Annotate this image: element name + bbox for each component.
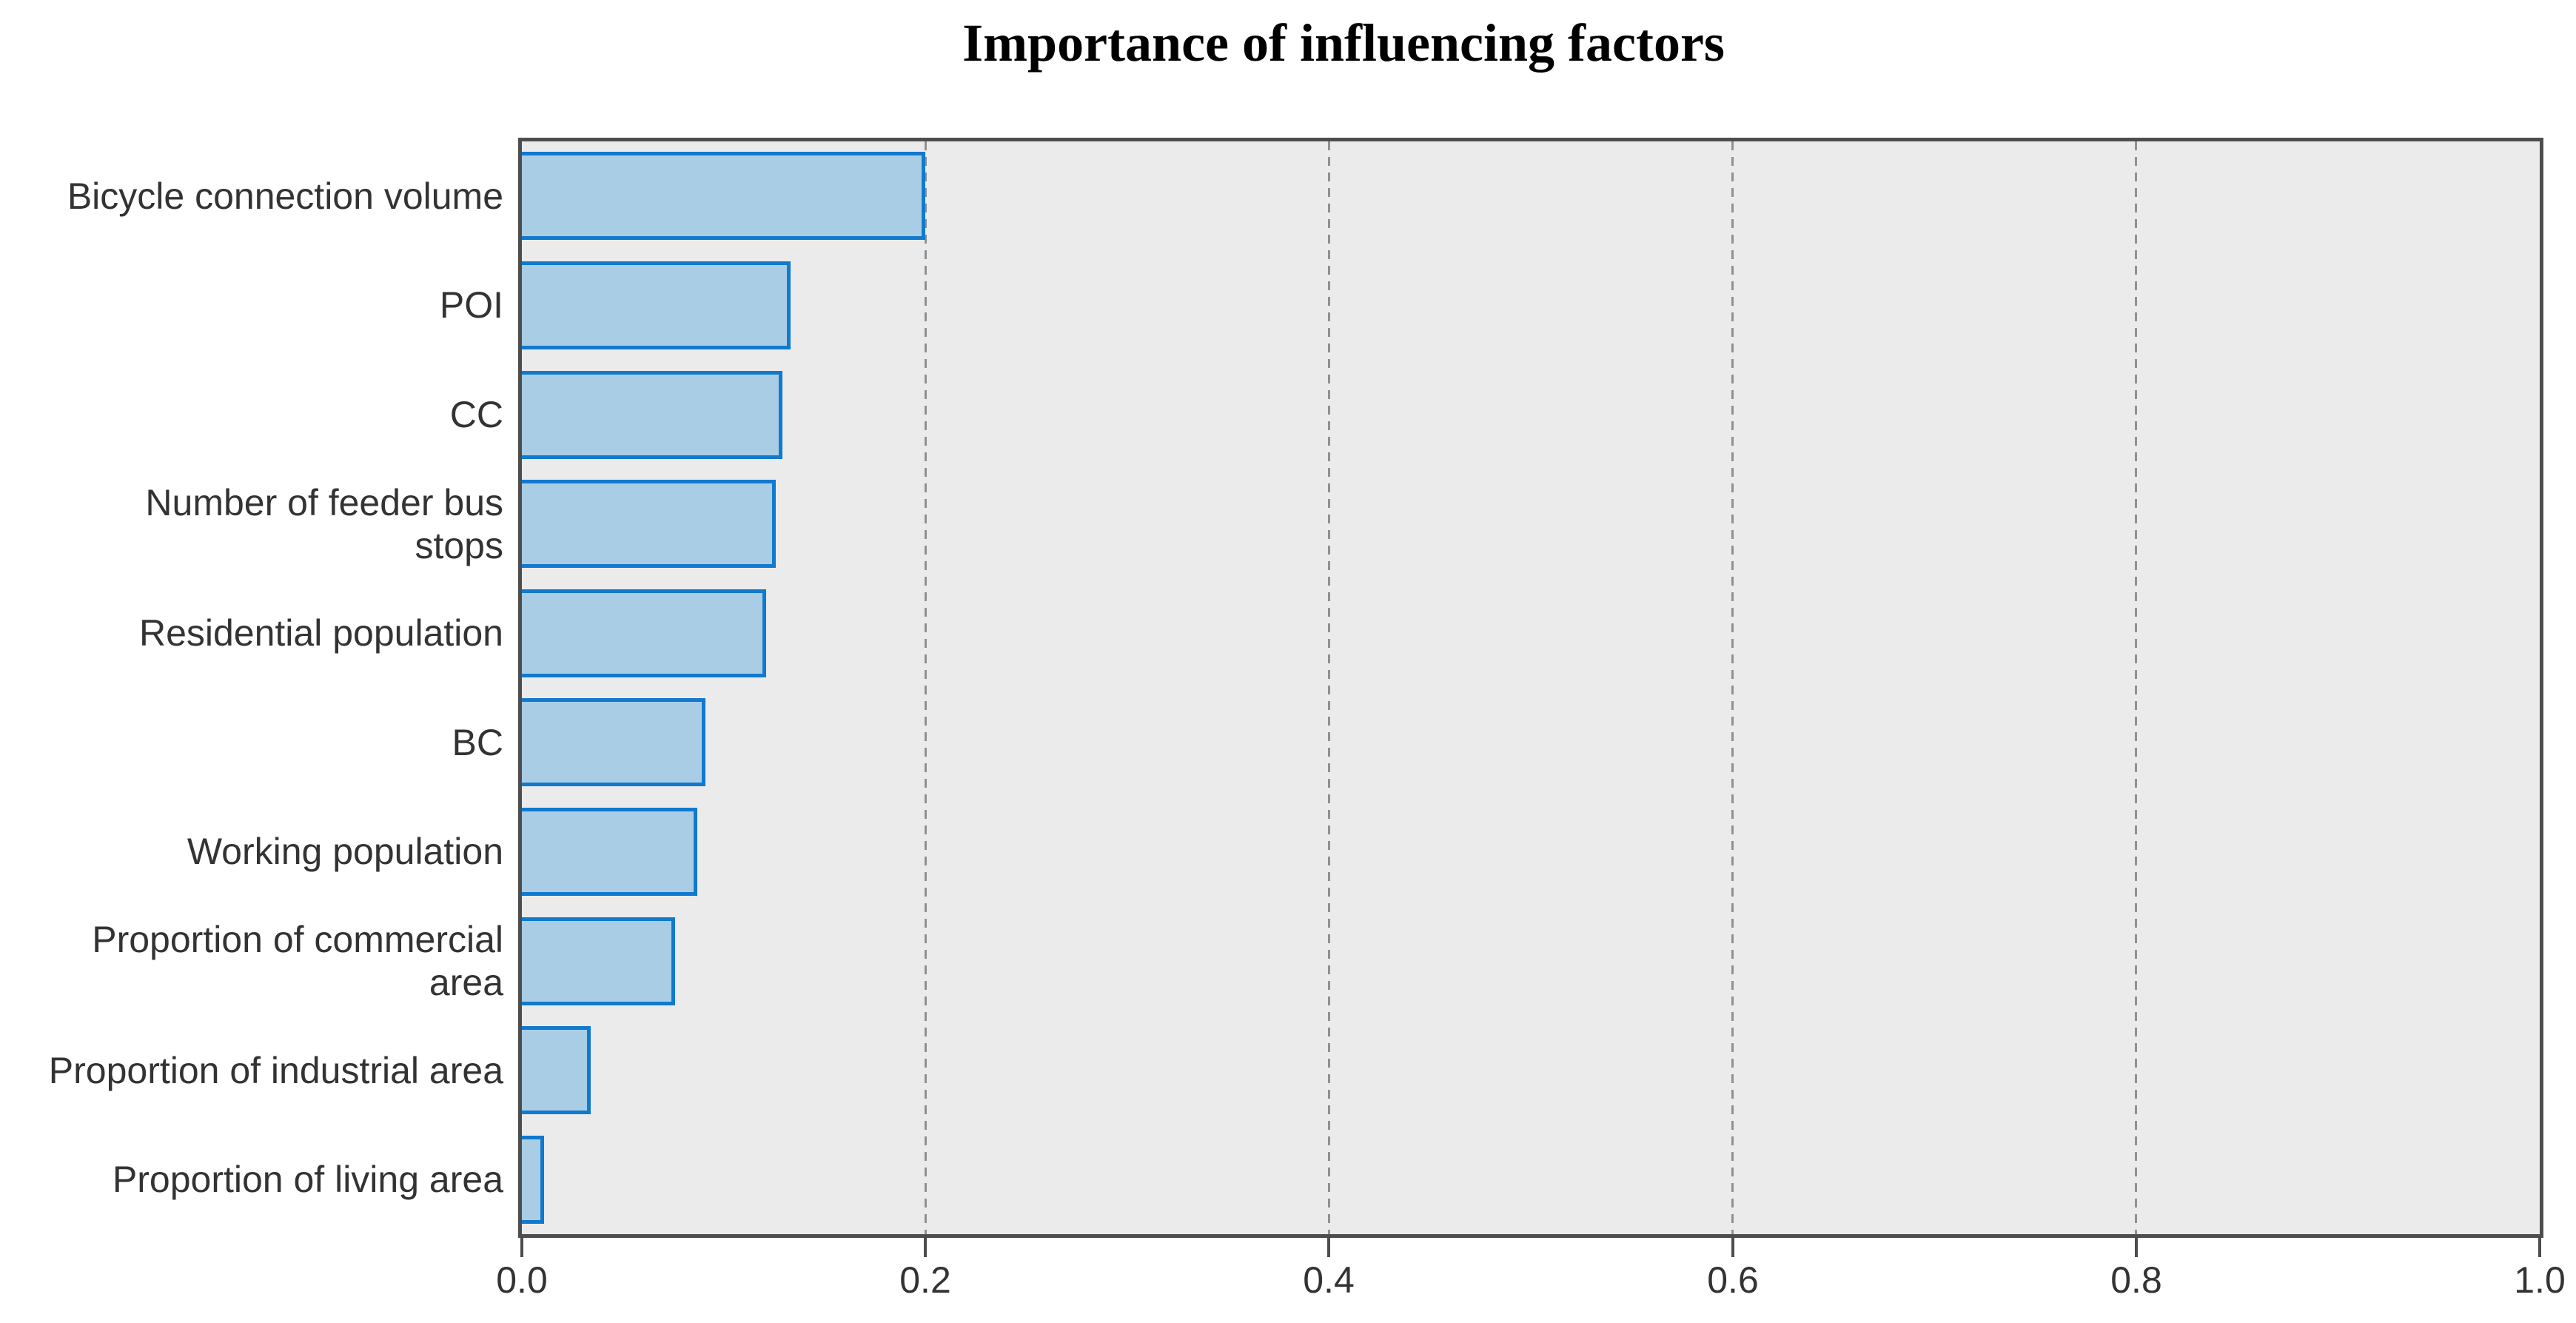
category-label: Residential population	[139, 612, 503, 654]
category-label-line: Proportion of industrial area	[48, 1050, 503, 1091]
category-label: CC	[450, 393, 503, 436]
category-label: Working population	[187, 830, 503, 873]
bar-cc	[522, 371, 782, 459]
category-label-line: area	[429, 962, 503, 1003]
bar-proportion-of-commercial-area	[522, 917, 675, 1005]
x-axis-tick-label: 0.6	[1707, 1259, 1759, 1301]
x-axis-tick-label: 0.0	[496, 1259, 548, 1301]
bar-residential-population	[522, 589, 766, 677]
bar-poi	[522, 261, 791, 349]
category-label-line: Proportion of living area	[112, 1159, 503, 1200]
bar-working-population	[522, 808, 697, 896]
x-axis-tick-0.2	[924, 1238, 927, 1257]
x-axis-tick-0.0	[520, 1238, 523, 1257]
x-axis-tick-0.6	[1731, 1238, 1734, 1257]
x-axis-tick-label: 0.2	[899, 1259, 951, 1301]
x-axis-tick-1.0	[2538, 1238, 2541, 1257]
gridline-x-0.2	[925, 141, 927, 1234]
category-label-line: Residential population	[138, 612, 503, 654]
category-label-line: Proportion of commercial	[92, 919, 503, 960]
bar-bicycle-connection-volume	[522, 152, 925, 240]
category-label-line: Working population	[187, 831, 503, 872]
category-label-line: POI	[439, 284, 503, 326]
x-axis-tick-0.8	[2135, 1238, 2138, 1257]
category-label-line: BC	[452, 722, 503, 763]
category-label: BC	[452, 721, 503, 764]
category-label: Proportion of industrial area	[49, 1049, 503, 1092]
chart-title: Importance of influencing factors	[962, 13, 1725, 73]
x-axis-tick-label: 0.4	[1303, 1259, 1355, 1301]
bar-bc	[522, 698, 705, 786]
category-label: Number of feeder bus stops	[145, 481, 503, 567]
bar-proportion-of-industrial-area	[522, 1026, 591, 1114]
x-axis-tick-label: 0.8	[2110, 1259, 2162, 1301]
category-label: POI	[440, 284, 503, 326]
x-axis-tick-0.4	[1327, 1238, 1330, 1257]
bar-number-of-feeder-bus-stops	[522, 480, 776, 568]
gridline-x-0.8	[2135, 141, 2137, 1234]
category-label-line: stops	[415, 525, 503, 566]
category-label: Bicycle connection volume	[67, 175, 503, 218]
plot-area	[518, 138, 2543, 1238]
category-label-line: Number of feeder bus	[145, 482, 503, 523]
category-label: Proportion of living area	[113, 1158, 503, 1201]
gridline-x-0.4	[1328, 141, 1330, 1234]
category-label-line: Bicycle connection volume	[67, 175, 503, 217]
category-label-line: CC	[449, 394, 503, 435]
category-label: Proportion of commercial area	[92, 918, 503, 1004]
x-axis-tick-label: 1.0	[2514, 1259, 2566, 1301]
gridline-x-0.6	[1731, 141, 1734, 1234]
bar-proportion-of-living-area	[522, 1136, 544, 1224]
